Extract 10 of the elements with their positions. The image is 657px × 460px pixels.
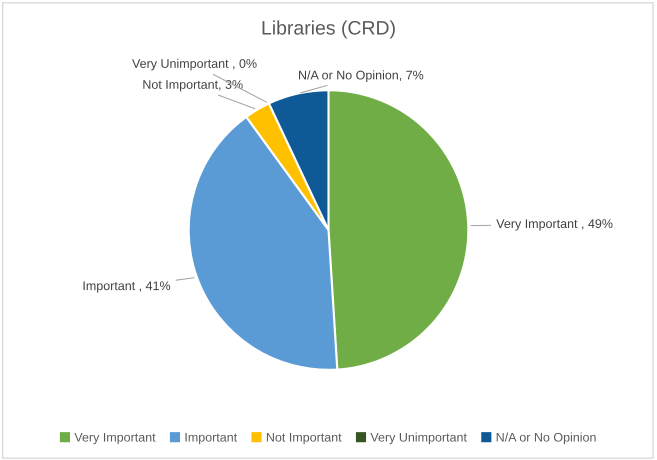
- chart-title: Libraries (CRD): [262, 20, 395, 39]
- legend-label: Very Unimportant: [370, 432, 467, 444]
- data-label: N/A or No Opinion, 7%: [299, 70, 424, 82]
- legend-label: Very Important: [74, 432, 156, 444]
- legend-label: N/A or No Opinion: [496, 432, 596, 444]
- text: Very Unimportant , 0%: [132, 58, 257, 70]
- data-label: Very Important , 49%: [496, 219, 613, 231]
- data-label: Important , 41%: [84, 281, 170, 293]
- legend-label: Important: [186, 432, 238, 444]
- legend-label: Not Important: [266, 432, 342, 444]
